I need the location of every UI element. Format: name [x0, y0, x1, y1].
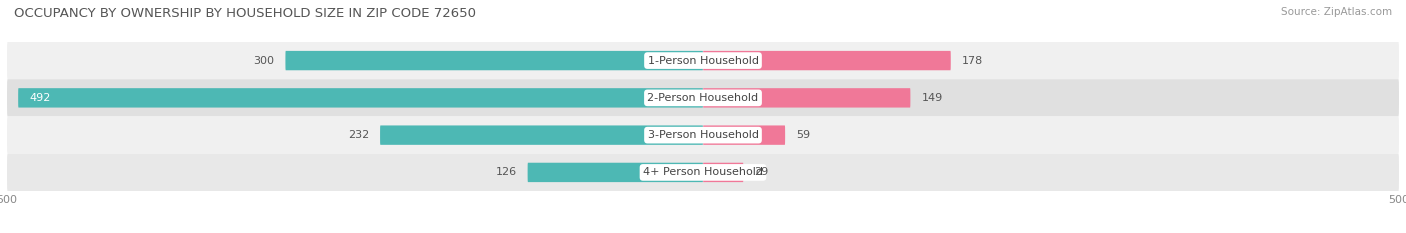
Text: 492: 492: [30, 93, 51, 103]
FancyBboxPatch shape: [7, 42, 1399, 79]
Text: 1-Person Household: 1-Person Household: [648, 56, 758, 65]
Text: 232: 232: [347, 130, 368, 140]
FancyBboxPatch shape: [703, 51, 950, 70]
FancyBboxPatch shape: [703, 125, 785, 145]
Text: 126: 126: [495, 168, 516, 177]
FancyBboxPatch shape: [703, 163, 744, 182]
FancyBboxPatch shape: [7, 154, 1399, 191]
FancyBboxPatch shape: [7, 79, 1399, 116]
FancyBboxPatch shape: [285, 51, 703, 70]
Text: 4+ Person Household: 4+ Person Household: [643, 168, 763, 177]
Text: 59: 59: [796, 130, 810, 140]
Text: 300: 300: [253, 56, 274, 65]
Text: 149: 149: [921, 93, 943, 103]
Text: 29: 29: [755, 168, 769, 177]
FancyBboxPatch shape: [7, 116, 1399, 154]
Text: 2-Person Household: 2-Person Household: [647, 93, 759, 103]
Text: OCCUPANCY BY OWNERSHIP BY HOUSEHOLD SIZE IN ZIP CODE 72650: OCCUPANCY BY OWNERSHIP BY HOUSEHOLD SIZE…: [14, 7, 477, 20]
FancyBboxPatch shape: [527, 163, 703, 182]
Text: 3-Person Household: 3-Person Household: [648, 130, 758, 140]
FancyBboxPatch shape: [380, 125, 703, 145]
FancyBboxPatch shape: [18, 88, 703, 108]
FancyBboxPatch shape: [703, 88, 911, 108]
Text: Source: ZipAtlas.com: Source: ZipAtlas.com: [1281, 7, 1392, 17]
Text: 178: 178: [962, 56, 983, 65]
